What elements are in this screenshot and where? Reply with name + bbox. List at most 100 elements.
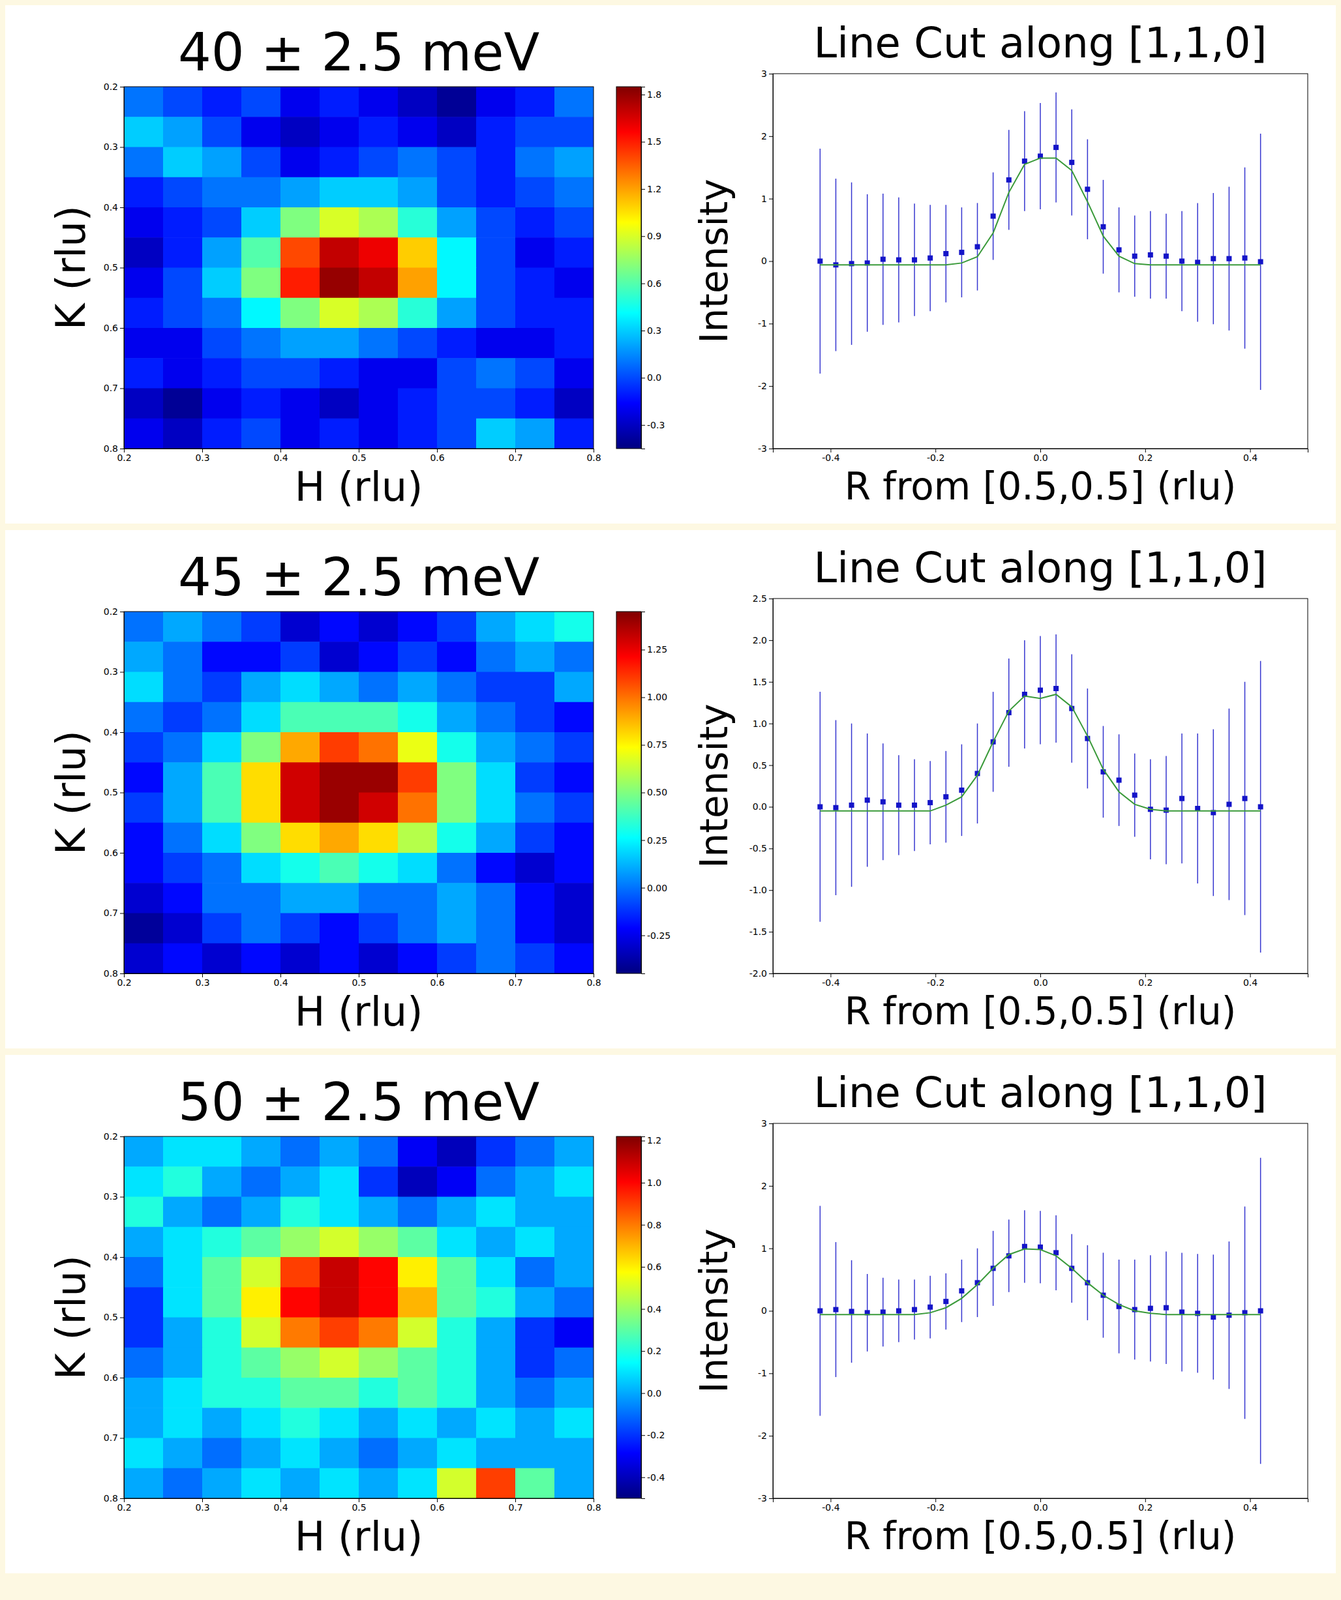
tick-mark [768, 890, 773, 891]
cell [436, 611, 477, 643]
cell [319, 702, 360, 734]
tick-label: -1 [757, 318, 768, 329]
tick: 0.5 [351, 448, 366, 464]
plot-frame [772, 73, 1308, 449]
tick-mark [768, 198, 773, 200]
cell [515, 207, 556, 239]
cell [319, 1227, 360, 1259]
y-axis-title: Intensity [692, 178, 737, 344]
cell [280, 913, 321, 945]
cell [397, 732, 438, 764]
tick-label: -0.4 [821, 977, 840, 989]
cell [202, 1438, 242, 1470]
tick-label: 0.4 [273, 977, 288, 989]
cell [163, 823, 203, 854]
plot-frame [772, 1123, 1308, 1499]
tick-label: 0.4 [1243, 977, 1258, 989]
title: Line Cut along [1,1,0] [813, 18, 1268, 68]
tick-label: 0.5 [351, 1502, 366, 1514]
cell [202, 762, 242, 794]
cell [515, 418, 556, 449]
cell [554, 1348, 594, 1379]
data-point [1132, 793, 1138, 799]
cell [280, 358, 321, 389]
cell [163, 1197, 203, 1229]
tick: 0.2 [1138, 973, 1153, 989]
tick-mark [641, 189, 646, 190]
data-point [1116, 247, 1122, 253]
cell [241, 943, 282, 974]
cell [476, 672, 516, 704]
cell [358, 207, 399, 239]
y-axis: 0.20.30.40.50.60.70.8 [103, 81, 125, 454]
tick-mark [120, 147, 124, 149]
tick-mark [641, 1140, 646, 1142]
cell [476, 237, 516, 269]
cell [202, 1166, 242, 1198]
cell [436, 853, 477, 884]
cell [163, 1348, 203, 1379]
cell [319, 883, 360, 914]
tick: 3 [761, 68, 773, 79]
tick-mark [641, 1183, 646, 1184]
data-point [943, 251, 949, 257]
tick-mark [768, 598, 773, 600]
cell [280, 1348, 321, 1379]
cell [280, 672, 321, 704]
tick: 0 [761, 255, 773, 267]
cell [163, 86, 203, 118]
cell [202, 1468, 242, 1499]
tick-label: -0.25 [647, 930, 671, 942]
tick-label: 0.5 [351, 977, 366, 989]
cell [241, 1378, 282, 1409]
cell [241, 1166, 282, 1198]
cell [163, 672, 203, 704]
cell [476, 268, 516, 299]
tick: -0.4 [821, 973, 840, 989]
tick: -1 [757, 318, 773, 329]
tick-mark [641, 649, 646, 651]
data-point [832, 1307, 839, 1313]
cell [476, 853, 516, 884]
cell [280, 177, 321, 209]
data-point [911, 1307, 918, 1313]
cell [241, 611, 282, 643]
data-point [1053, 686, 1059, 692]
cell [163, 702, 203, 734]
cell [436, 943, 477, 974]
cell [554, 702, 594, 734]
cell [123, 86, 164, 118]
cell [436, 418, 477, 449]
cell [319, 611, 360, 643]
data-point [1179, 796, 1185, 802]
cell [554, 388, 594, 420]
cell [476, 1408, 516, 1439]
cell [397, 943, 438, 974]
tick: 1.00 [641, 692, 668, 703]
cell [319, 913, 360, 945]
tick-label: -1 [757, 1368, 768, 1379]
cell [436, 1378, 477, 1409]
data-point [958, 1288, 965, 1295]
cell [554, 237, 594, 269]
cell [163, 762, 203, 794]
cell [163, 853, 203, 884]
tick-label: 2 [761, 131, 768, 142]
tick-mark [768, 765, 773, 767]
cell [476, 116, 516, 148]
tick: 0.3 [103, 141, 124, 152]
cell [515, 853, 556, 884]
data-point [1258, 258, 1264, 265]
cell [202, 611, 242, 643]
tick-mark [120, 672, 124, 674]
cell [436, 1166, 477, 1198]
cell [436, 237, 477, 269]
cell [202, 913, 242, 945]
cell [241, 177, 282, 209]
data-point [1210, 1314, 1216, 1321]
axis-line [768, 74, 774, 450]
cell [476, 641, 516, 673]
tick: 0.7 [508, 448, 523, 464]
tick-label: 0.3 [103, 666, 119, 678]
cell [319, 1348, 360, 1379]
